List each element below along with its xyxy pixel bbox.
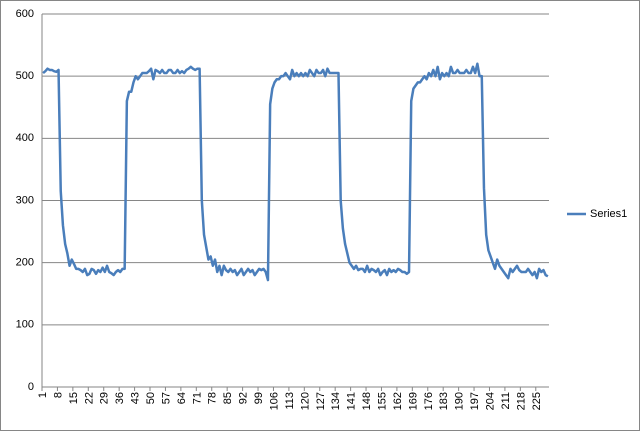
x-tick-label: 36 [114, 392, 126, 404]
y-tick-label: 0 [28, 381, 34, 393]
x-tick-label: 225 [531, 392, 543, 410]
x-tick-label: 148 [361, 392, 373, 410]
x-tick-label: 134 [330, 392, 342, 410]
x-tick-label: 218 [515, 392, 527, 410]
x-tick-label: 99 [253, 392, 265, 404]
x-tick-label: 113 [284, 392, 296, 410]
x-tick-label: 169 [407, 392, 419, 410]
y-tick-label: 500 [16, 70, 34, 82]
x-tick-label: 15 [68, 392, 80, 404]
y-tick-label: 400 [16, 132, 34, 144]
x-tick-label: 85 [222, 392, 234, 404]
x-tick-label: 106 [268, 392, 280, 410]
x-tick-label: 1 [37, 392, 49, 398]
x-tick-label: 8 [52, 392, 64, 398]
x-tick-label: 43 [130, 392, 142, 404]
y-tick-label: 100 [16, 319, 34, 331]
x-tick-label: 183 [438, 392, 450, 410]
y-tick-label: 600 [16, 8, 34, 20]
x-tick-label: 204 [484, 392, 496, 410]
x-tick-label: 64 [176, 392, 188, 404]
series-line [42, 62, 549, 282]
x-tick-label: 190 [454, 392, 466, 410]
x-tick-label: 127 [315, 392, 327, 410]
x-tick-label: 92 [238, 392, 250, 404]
legend-label: Series1 [590, 208, 627, 220]
x-tick-label: 176 [423, 392, 435, 410]
x-tick-label: 162 [392, 392, 404, 410]
x-tick-label: 78 [207, 392, 219, 404]
x-tick-label: 155 [376, 392, 388, 410]
x-tick-label: 29 [99, 392, 111, 404]
x-tick-label: 197 [469, 392, 481, 410]
x-tick-label: 50 [145, 392, 157, 404]
x-tick-label: 71 [191, 392, 203, 404]
x-tick-label: 141 [346, 392, 358, 410]
x-tick-label: 211 [500, 392, 512, 410]
x-tick-label: 120 [299, 392, 311, 410]
x-tick-label: 22 [83, 392, 95, 404]
x-tick-label: 57 [160, 392, 172, 404]
y-tick-label: 200 [16, 257, 34, 269]
y-tick-label: 300 [16, 194, 34, 206]
